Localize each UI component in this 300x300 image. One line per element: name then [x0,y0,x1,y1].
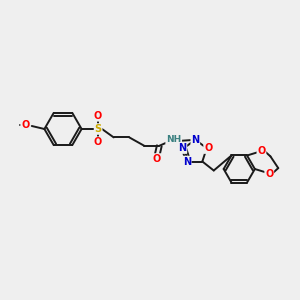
Text: N: N [191,135,200,145]
Text: O: O [204,143,212,153]
Text: O: O [94,137,102,147]
Text: O: O [21,119,29,130]
Text: N: N [183,157,191,166]
Text: N: N [178,143,186,153]
Text: S: S [94,124,102,134]
Text: O: O [94,111,102,121]
Text: O: O [152,154,160,164]
Text: NH: NH [166,135,181,144]
Text: O: O [257,146,266,156]
Text: O: O [265,169,273,178]
